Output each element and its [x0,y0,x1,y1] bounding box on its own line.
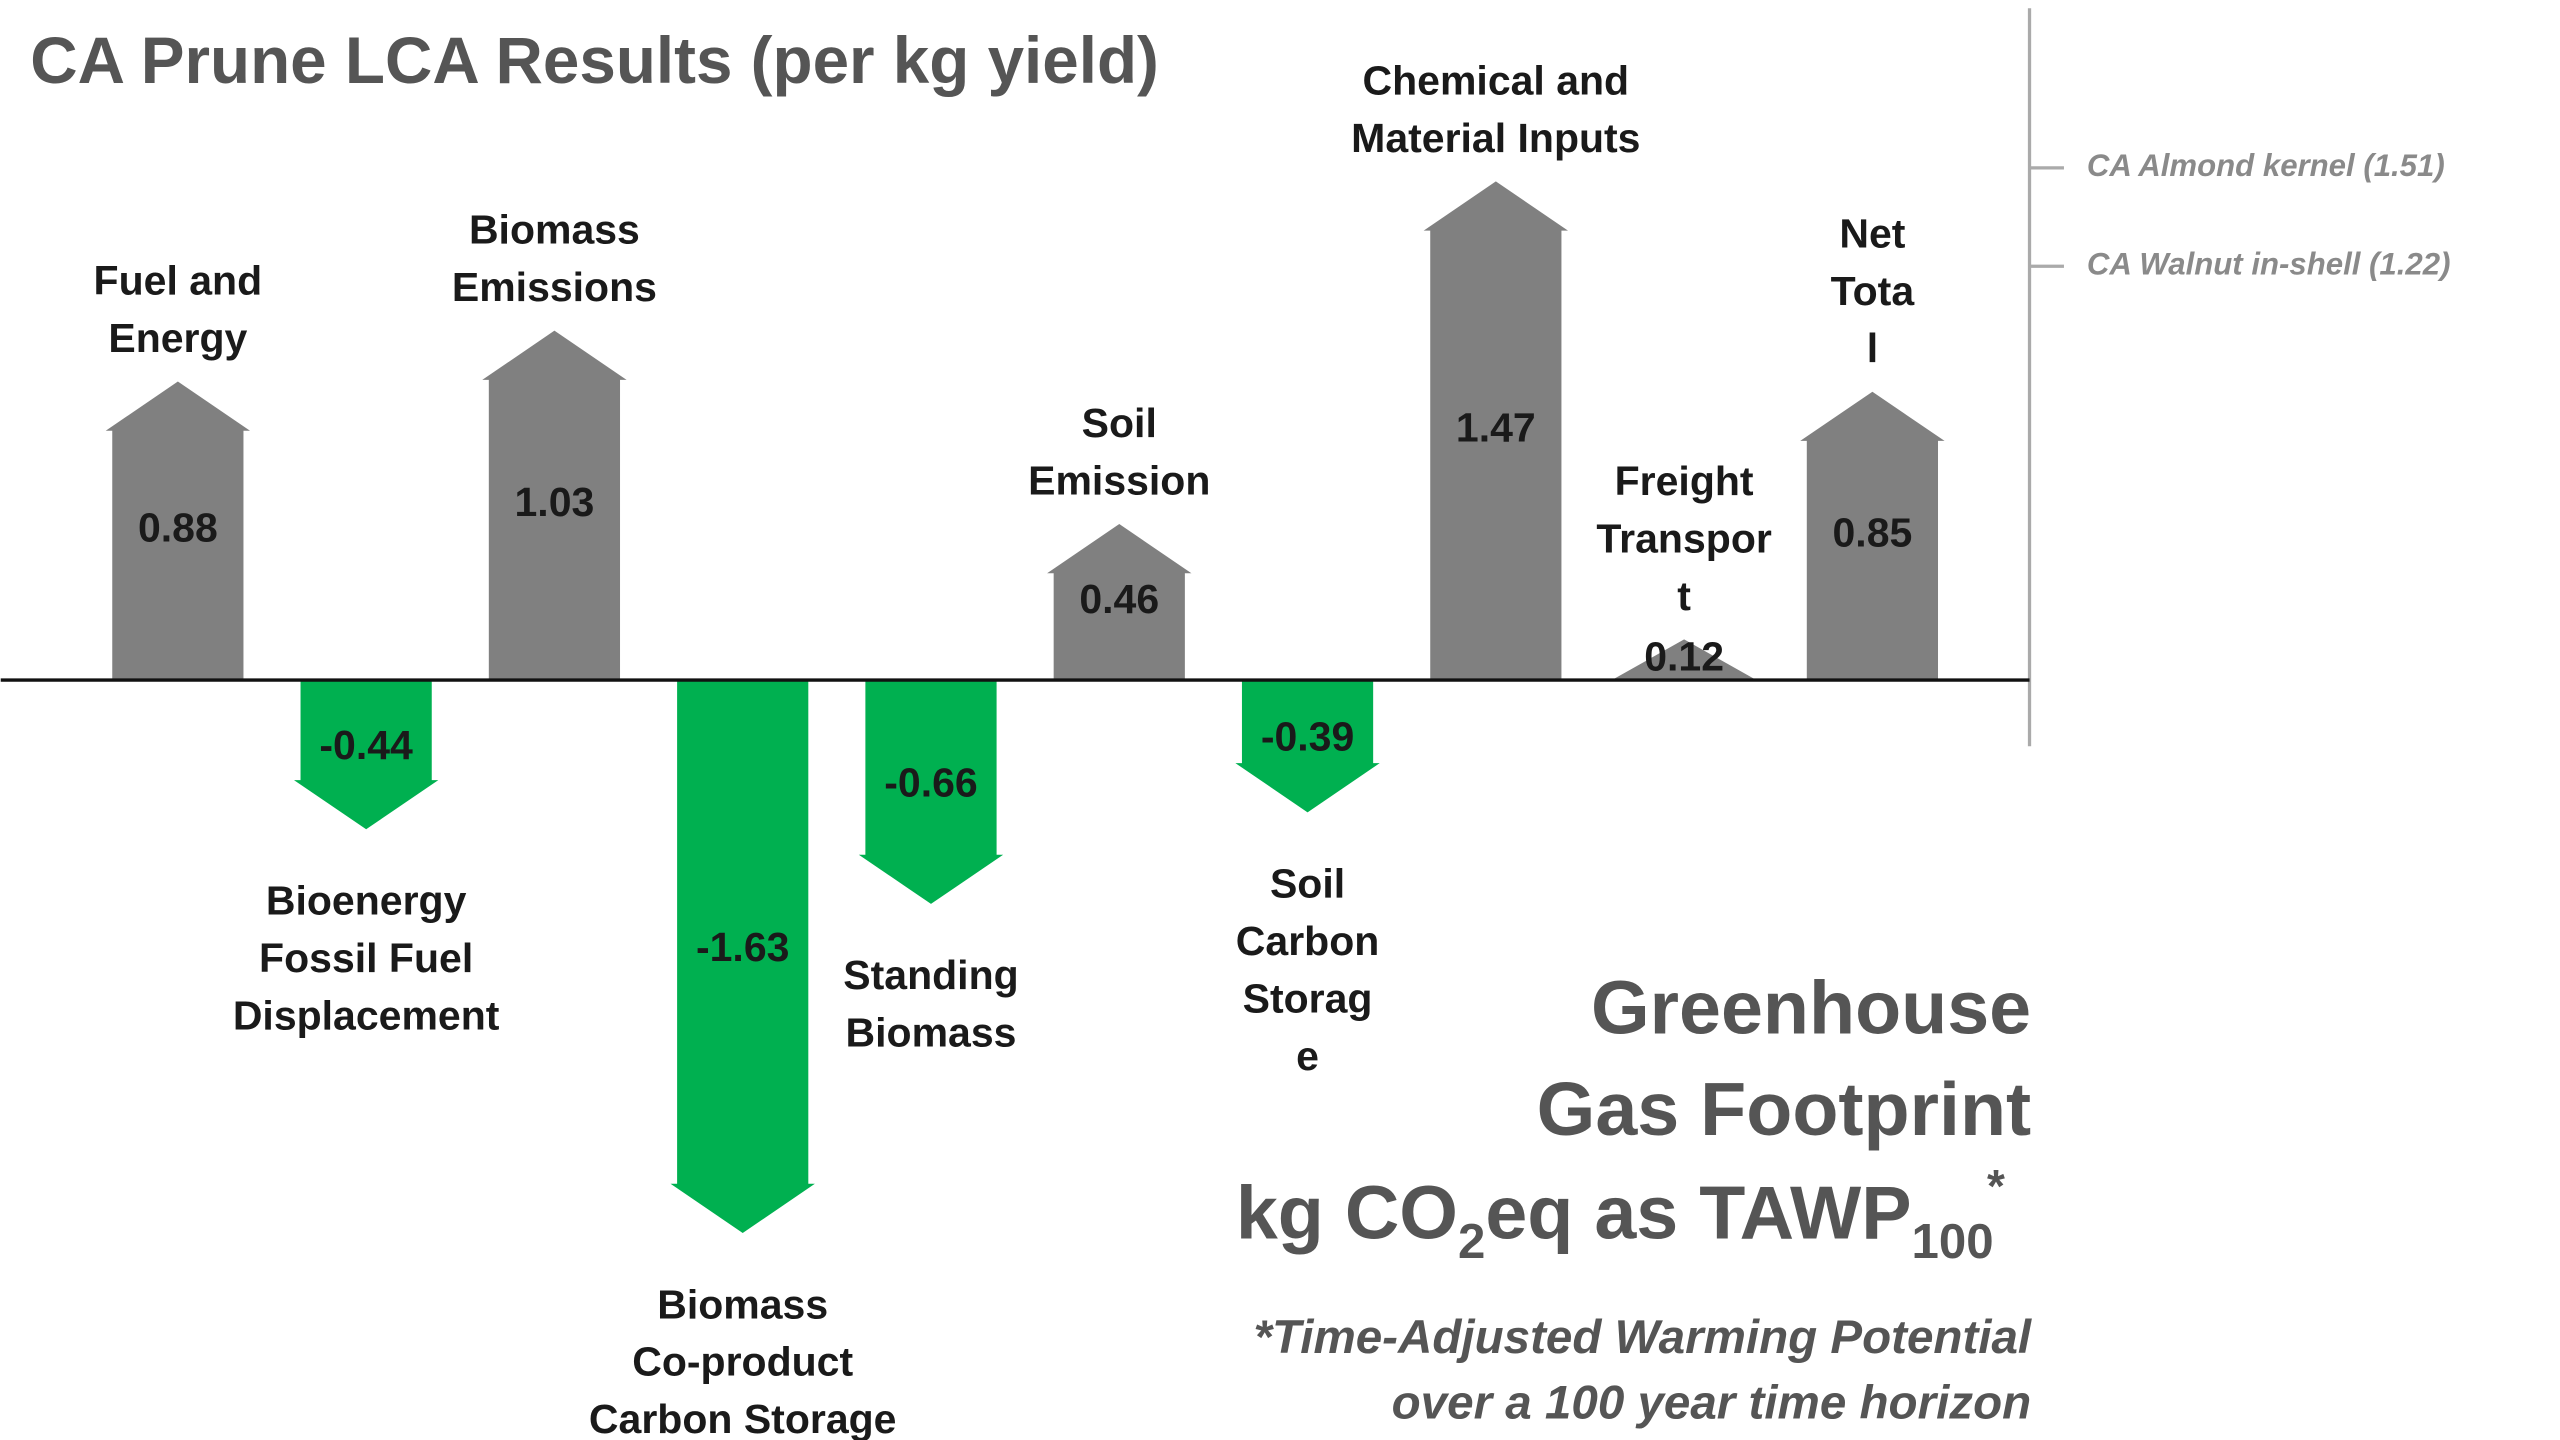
reference-label: CA Walnut in-shell (1.22) [2087,246,2451,281]
arrow-bar [858,680,1004,904]
arrow-bar [482,330,627,681]
annotation-line: Greenhouse [1591,965,2031,1049]
arrow-bar [1423,181,1568,681]
value-label: 0.88 [138,505,218,551]
reference-label: CA Almond kernel (1.51) [2087,148,2445,183]
unit-part: eq as TAWP [1485,1170,1911,1254]
value-label: -0.66 [884,759,977,805]
unit-part: * [1987,1160,2005,1212]
category-label: Net Tota l [1831,210,1916,371]
chart-title: CA Prune LCA Results (per kg yield) [30,24,1159,97]
value-label: 0.46 [1079,576,1159,622]
unit-part: 100 [1912,1214,1994,1269]
arrow-bar [293,680,439,830]
annotation-unit: kg CO2eq as TAWP100* [1236,1160,2005,1269]
value-label: 0.85 [1832,510,1912,556]
arrow-bar [670,680,815,1233]
category-label: Fuel and Energy [94,258,263,361]
category-label: Soil Carbon Storag e [1236,861,1380,1079]
category-label: Biomass Co-product Carbon Storage [589,1281,897,1440]
value-label: 1.03 [515,479,595,525]
category-label: Chemical and Material Inputs [1351,57,1640,160]
category-label: Biomass Emissions [452,207,657,310]
arrow-bar [1047,524,1192,681]
arrow-bar [1800,391,1945,681]
value-label: 1.47 [1456,405,1536,451]
footnote: *Time-Adjusted Warming Potential [1254,1311,2033,1364]
value-label: -0.44 [319,722,413,768]
arrow-bar [105,381,251,681]
arrow-bar [1611,639,1757,681]
category-label: Soil Emission [1028,400,1210,503]
footnote: over a 100 year time horizon [1392,1377,2032,1430]
annotation-line: Gas Footprint [1537,1067,2032,1151]
category-label: Standing Biomass [843,952,1018,1055]
unit-part: 2 [1458,1214,1485,1269]
value-label: -1.63 [696,924,789,970]
arrow-bar [1235,680,1380,813]
value-label: -0.39 [1261,713,1354,759]
category-label: Freight Transpor t [1596,458,1771,619]
category-label: Bioenergy Fossil Fuel Displacement [233,878,500,1039]
unit-part: kg CO [1236,1170,1458,1254]
value-label: 0.12 [1644,634,1724,680]
